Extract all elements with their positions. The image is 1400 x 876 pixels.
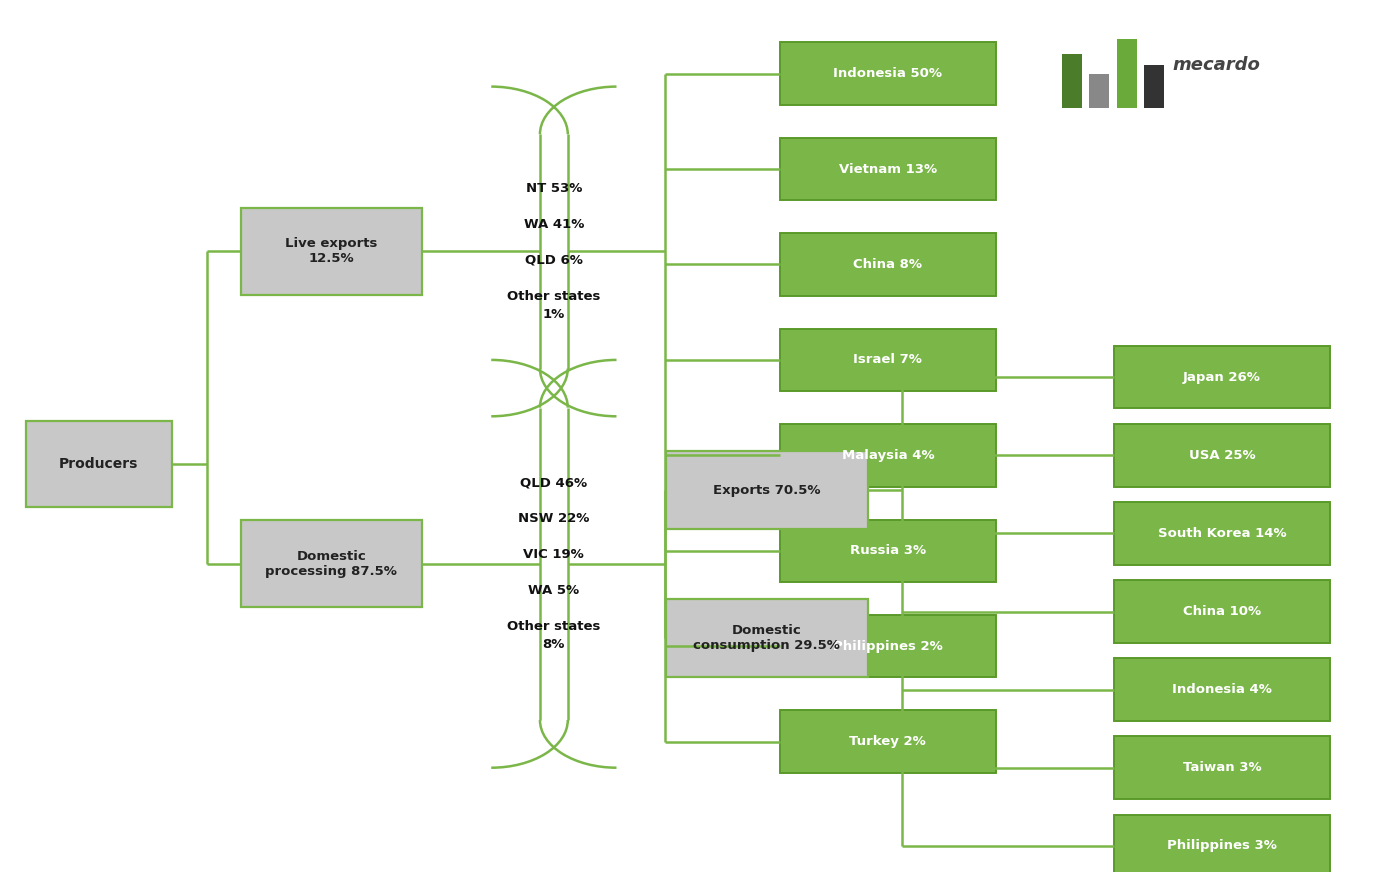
Text: Philippines 3%: Philippines 3%: [1168, 839, 1277, 852]
FancyBboxPatch shape: [780, 519, 995, 582]
Text: Exports 70.5%: Exports 70.5%: [713, 484, 820, 497]
Text: Indonesia 50%: Indonesia 50%: [833, 67, 942, 80]
Text: South Korea 14%: South Korea 14%: [1158, 527, 1287, 540]
FancyBboxPatch shape: [1114, 502, 1330, 565]
Text: Philippines 2%: Philippines 2%: [833, 639, 942, 653]
Text: Producers: Producers: [59, 457, 139, 471]
Text: USA 25%: USA 25%: [1189, 449, 1256, 462]
FancyBboxPatch shape: [780, 138, 995, 201]
FancyBboxPatch shape: [1114, 424, 1330, 486]
Text: Turkey 2%: Turkey 2%: [850, 735, 927, 748]
Text: Russia 3%: Russia 3%: [850, 544, 925, 557]
FancyBboxPatch shape: [241, 520, 421, 607]
Text: China 10%: China 10%: [1183, 605, 1261, 618]
FancyBboxPatch shape: [666, 598, 868, 676]
FancyBboxPatch shape: [1114, 580, 1330, 643]
Text: NT 53%

WA 41%

QLD 6%

Other states
1%: NT 53% WA 41% QLD 6% Other states 1%: [507, 182, 601, 321]
Text: Domestic
processing 87.5%: Domestic processing 87.5%: [265, 550, 398, 578]
FancyBboxPatch shape: [780, 424, 995, 486]
FancyBboxPatch shape: [780, 710, 995, 773]
Text: Domestic
consumption 29.5%: Domestic consumption 29.5%: [693, 624, 840, 652]
FancyBboxPatch shape: [241, 208, 421, 295]
FancyBboxPatch shape: [1114, 815, 1330, 876]
FancyBboxPatch shape: [780, 233, 995, 296]
Text: Live exports
12.5%: Live exports 12.5%: [286, 237, 378, 265]
Text: Malaysia 4%: Malaysia 4%: [841, 449, 934, 462]
FancyBboxPatch shape: [666, 451, 868, 529]
Text: Indonesia 4%: Indonesia 4%: [1172, 683, 1271, 696]
Text: Japan 26%: Japan 26%: [1183, 371, 1261, 384]
Text: Vietnam 13%: Vietnam 13%: [839, 163, 937, 175]
FancyBboxPatch shape: [1114, 346, 1330, 408]
FancyBboxPatch shape: [1114, 659, 1330, 721]
Text: Israel 7%: Israel 7%: [854, 353, 923, 366]
FancyBboxPatch shape: [780, 42, 995, 105]
FancyBboxPatch shape: [1114, 737, 1330, 799]
FancyBboxPatch shape: [780, 615, 995, 677]
Text: QLD 46%

NSW 22%

VIC 19%

WA 5%

Other states
8%: QLD 46% NSW 22% VIC 19% WA 5% Other stat…: [507, 477, 601, 652]
Text: China 8%: China 8%: [854, 258, 923, 271]
Text: Taiwan 3%: Taiwan 3%: [1183, 761, 1261, 774]
FancyBboxPatch shape: [780, 328, 995, 392]
FancyBboxPatch shape: [25, 420, 172, 507]
